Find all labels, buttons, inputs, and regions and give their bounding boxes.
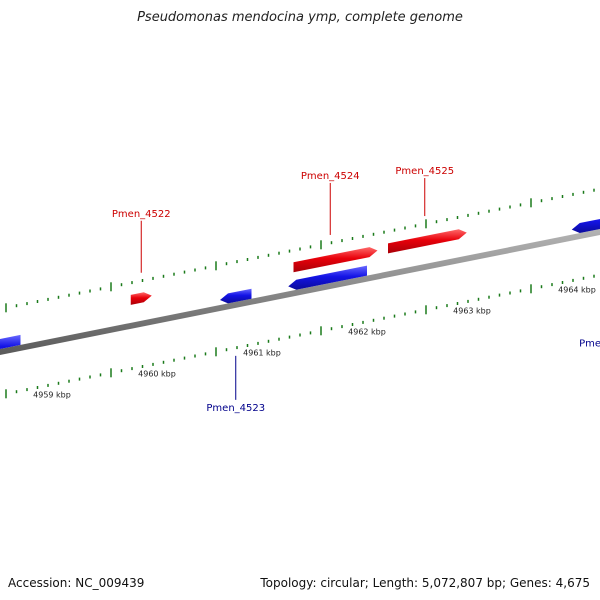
gene-label: Pmen_4522 <box>112 209 171 220</box>
kbp-label: 4963 kbp <box>453 307 491 316</box>
gene-label: Pmen_4526 <box>579 338 600 349</box>
pmen_4524-gene-arrow <box>293 247 378 273</box>
pmen_4523-gene-arrow <box>220 288 252 304</box>
kbp-label: 4964 kbp <box>558 286 596 295</box>
gene-label: Pmen_4525 <box>395 166 454 177</box>
pmen_4526-gene-arrow <box>571 219 600 234</box>
genome-summary-text: Topology: circular; Length: 5,072,807 bp… <box>260 576 590 590</box>
kbp-label: 4961 kbp <box>243 349 281 358</box>
kbp-label: 4960 kbp <box>138 370 176 379</box>
kbp-label: 4962 kbp <box>348 328 386 337</box>
pmen_4521-gene-arrow <box>0 334 21 349</box>
pmen_4525-gene-arrow <box>388 229 467 254</box>
accession-text: Accession: NC_009439 <box>8 576 145 590</box>
kbp-label: 4959 kbp <box>33 391 71 400</box>
pmen_4522-gene-arrow <box>130 292 152 305</box>
pmen_4524-gene-arrow <box>288 265 367 290</box>
map-title: Pseudomonas mendocina ymp, complete geno… <box>137 10 463 25</box>
genome-backbone <box>0 229 600 355</box>
gene-label: Pmen_4523 <box>206 403 265 414</box>
gene-label: Pmen_4524 <box>301 171 360 182</box>
